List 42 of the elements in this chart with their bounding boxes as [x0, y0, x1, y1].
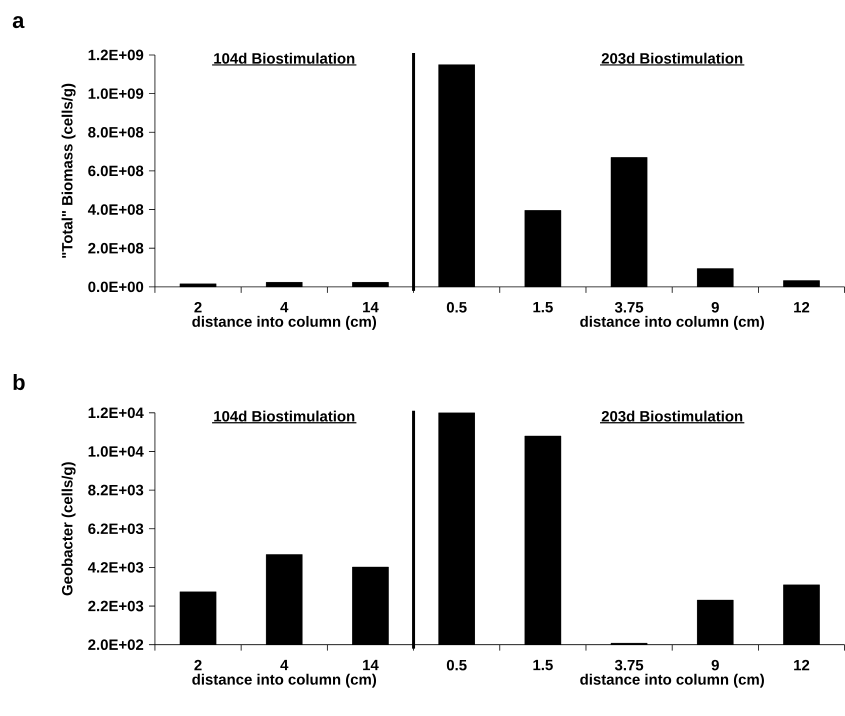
- x-tick-label: 0.5: [446, 302, 467, 313]
- x-tick-label: 1.5: [533, 660, 553, 670]
- text: b: [14, 374, 25, 390]
- x-tick-label: 0.5: [446, 660, 467, 671]
- text: distance into column (cm): [580, 316, 764, 330]
- x-tick-label: 9: [712, 660, 719, 671]
- x-tick-label: 2: [194, 302, 202, 313]
- x-tick-label: 3.75: [614, 302, 644, 313]
- annotation: 104d Biostimulation: [214, 52, 354, 64]
- x-tick-label: 4: [280, 660, 288, 670]
- y-tick-label: 1.2E+04: [88, 408, 144, 418]
- y-tick-label: 4.0E+08: [88, 204, 144, 216]
- x-tick-label: 4: [280, 302, 288, 312]
- y-tick-label: 1.2E+09: [88, 50, 144, 60]
- x-tick-label: 12: [794, 660, 810, 670]
- y-tick-label: 2.2E+03: [88, 600, 144, 612]
- x-axis-title: distance into column (cm): [192, 674, 376, 688]
- y-axis-title: "Total" Biomass (cells/g): [62, 84, 76, 258]
- annotation: 203d Biostimulation: [602, 410, 742, 422]
- x-axis-title: distance into column (cm): [192, 316, 376, 330]
- y-tick-label: 6.2E+03: [88, 524, 144, 534]
- text: a: [12, 16, 24, 28]
- x-tick-label: 2: [194, 660, 202, 670]
- y-tick-label: 8.2E+03: [88, 484, 144, 496]
- x-tick-label: 3.75: [614, 660, 644, 671]
- y-tick-label: 4.2E+03: [88, 562, 144, 573]
- x-tick-label: 1.5: [533, 302, 553, 313]
- annotation: 104d Biostimulation: [214, 410, 354, 422]
- y-tick-label: 1.0E+09: [88, 88, 144, 100]
- x-tick-label: 14: [363, 302, 379, 312]
- y-axis-title: Geobacter (cells/g): [62, 462, 76, 596]
- x-tick-label: 9: [712, 302, 719, 313]
- y-tick-label: 8.0E+08: [88, 127, 144, 138]
- y-tick-label: 0.0E+00: [88, 282, 144, 292]
- annotation: 203d Biostimulation: [602, 52, 742, 64]
- y-tick-label: 2.0E+02: [88, 640, 144, 650]
- y-tick-label: 1.0E+04: [88, 446, 144, 457]
- y-tick-label: 2.0E+08: [88, 243, 144, 254]
- x-tick-label: 14: [363, 660, 379, 670]
- text: distance into column (cm): [580, 674, 764, 688]
- x-tick-label: 12: [794, 302, 810, 313]
- y-tick-label: 6.0E+08: [88, 166, 144, 176]
